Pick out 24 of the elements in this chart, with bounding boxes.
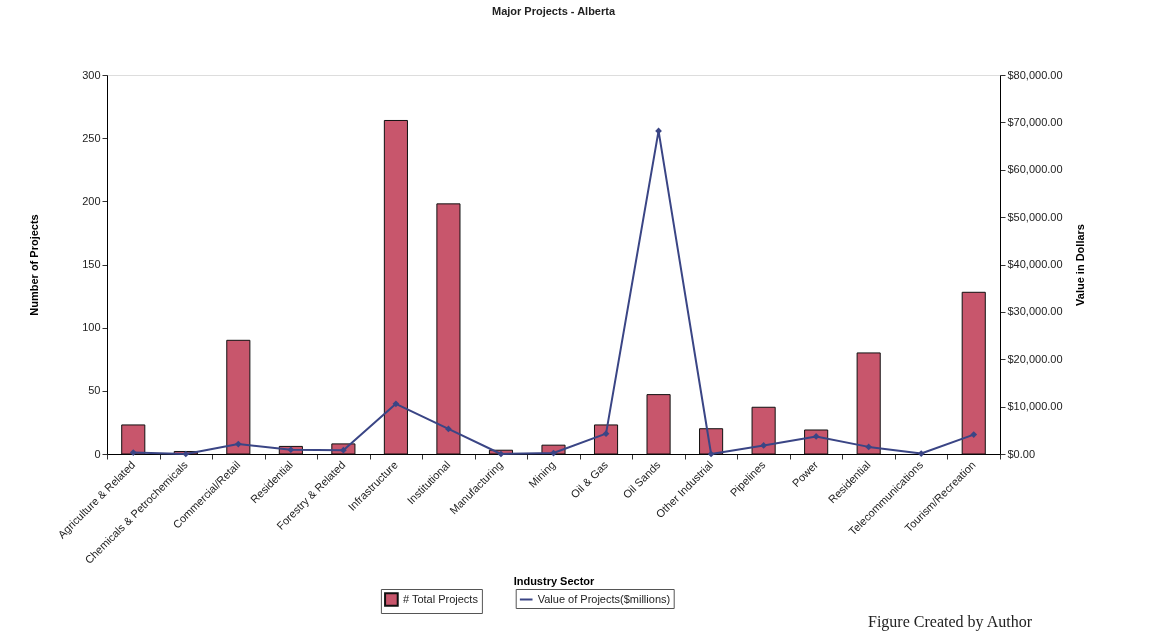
y-axis-title: Number of Projects — [28, 214, 41, 316]
y2-tick-label: $40,000.00 — [1007, 258, 1063, 270]
y2-axis-title: Value in Dollars — [1073, 224, 1086, 306]
y2-tick-label: $70,000.00 — [1007, 115, 1063, 128]
y-tick-label: 150 — [82, 258, 101, 270]
y-tick-label: 250 — [82, 131, 101, 144]
legend-label: # Total Projects — [402, 592, 479, 605]
y2-tick-label: $10,000.00 — [1007, 400, 1063, 413]
chart-title: Major Projects - Alberta — [491, 5, 616, 17]
y2-tick-label: $30,000.00 — [1007, 305, 1063, 318]
y2-tick-label: $50,000.00 — [1007, 210, 1063, 223]
y-tick-label: 100 — [82, 321, 101, 334]
y2-tick-label: $60,000.00 — [1007, 163, 1063, 176]
y-tick-label: 50 — [88, 384, 101, 397]
legend-label: Value of Projects($millions) — [537, 592, 671, 605]
x-axis-title: Industry Sector — [513, 575, 596, 588]
y-tick-label: 0 — [94, 447, 101, 460]
y-tick-label: 200 — [82, 194, 101, 207]
y2-tick-label: $80,000.00 — [1007, 68, 1063, 81]
y-tick-label: 300 — [82, 68, 101, 81]
y2-tick-label: $20,000.00 — [1007, 352, 1063, 365]
text: Figure Created by Author — [868, 613, 1033, 631]
x-tick-label: Oil & Gas — [568, 458, 611, 501]
y2-tick-label: $0.00 — [1007, 447, 1036, 460]
